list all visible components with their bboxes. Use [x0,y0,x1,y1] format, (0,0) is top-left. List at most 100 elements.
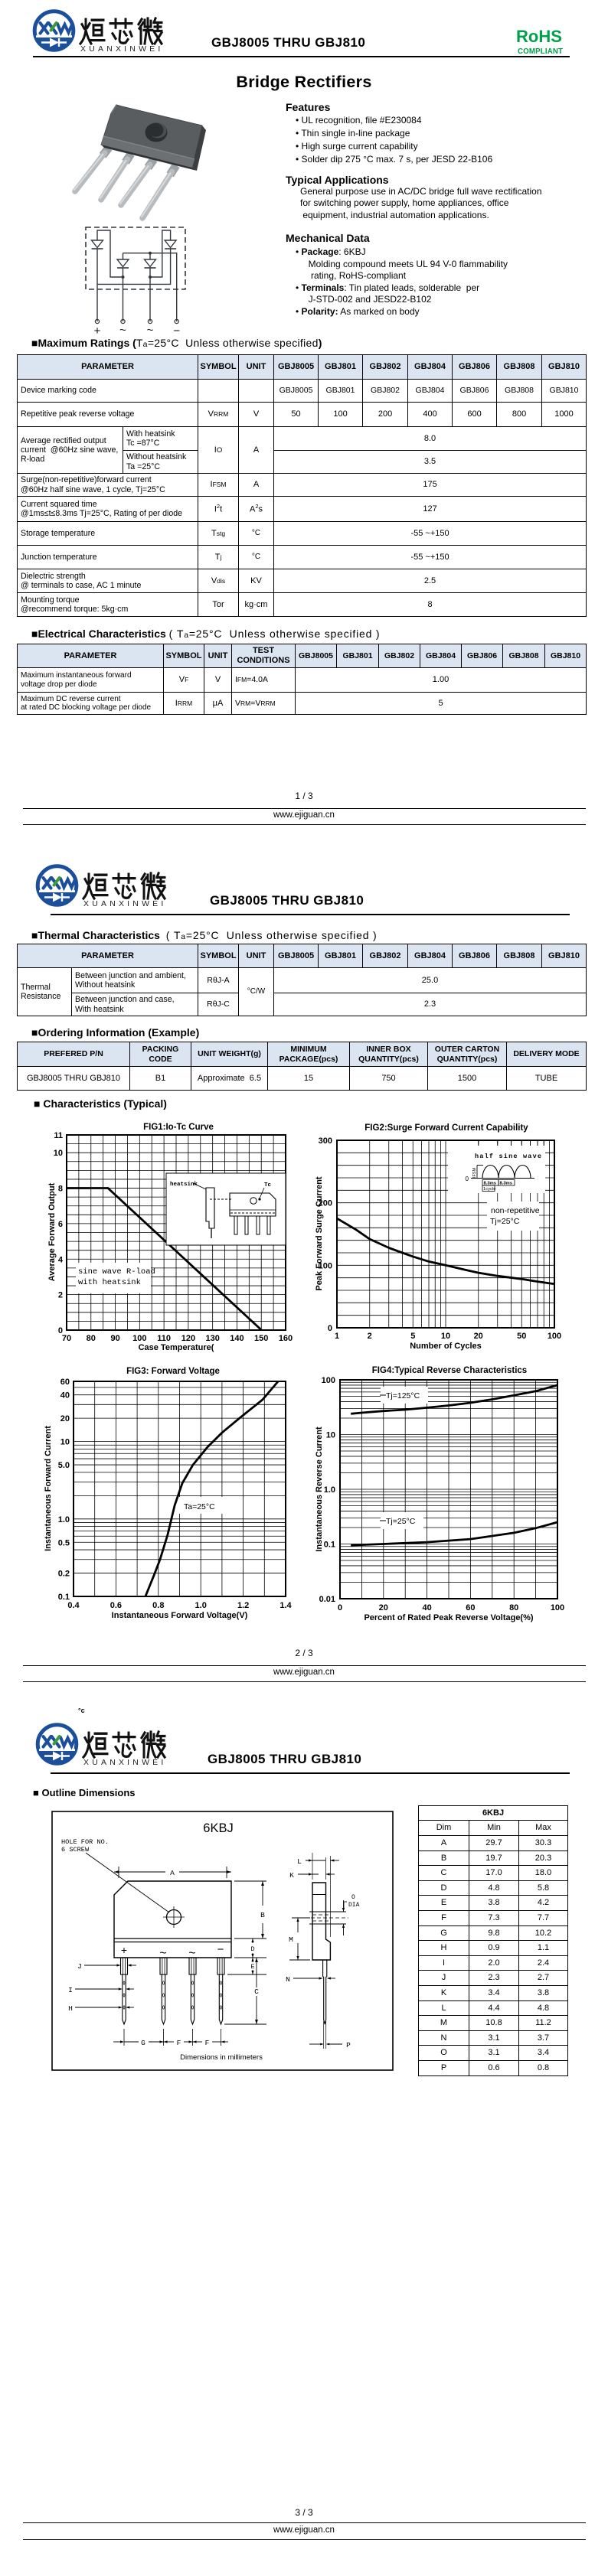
svg-text:IFSM: IFSM [472,1167,477,1178]
svg-text:~: ~ [159,1947,166,1960]
svg-text:1.0: 1.0 [324,1485,335,1495]
svg-text:J: J [77,1962,82,1971]
svg-text:0: 0 [338,1603,342,1612]
svg-text:~: ~ [188,1947,195,1960]
svg-text:2: 2 [368,1332,372,1341]
svg-text:0.5: 0.5 [58,1538,70,1547]
svg-text:130: 130 [206,1334,220,1343]
svg-text:K: K [289,1871,294,1880]
svg-text:1: 1 [335,1332,339,1341]
svg-text:20: 20 [60,1414,70,1423]
svg-text:F: F [177,2039,181,2047]
svg-text:XUANXINWEI: XUANXINWEI [83,1758,167,1766]
svg-text:160: 160 [279,1334,293,1343]
svg-text:0.2: 0.2 [58,1570,70,1579]
svg-text:8: 8 [58,1185,63,1194]
svg-text:100: 100 [319,1261,332,1270]
svg-text:~: ~ [119,324,126,337]
svg-text:1.0: 1.0 [58,1515,70,1524]
svg-text:Instantaneous Forward Current: Instantaneous Forward Current [44,1426,53,1551]
svg-text:0: 0 [466,1176,469,1182]
svg-text:heatsink: heatsink [170,1182,198,1188]
svg-text:Case Temperature(: Case Temperature( [139,1343,214,1352]
svg-text:60: 60 [60,1378,70,1387]
svg-text:80: 80 [509,1603,518,1612]
svg-text:Tj=25°C: Tj=25°C [386,1517,416,1526]
svg-text:H: H [68,2004,73,2013]
svg-text:G: G [141,2039,145,2047]
svg-text:~: ~ [147,324,154,337]
svg-text:60: 60 [466,1603,475,1612]
svg-text:N: N [286,1975,290,1984]
svg-text:10: 10 [441,1332,450,1341]
svg-text:1cycle: 1cycle [483,1187,495,1192]
svg-text:4: 4 [58,1255,64,1264]
svg-text:100: 100 [132,1334,146,1343]
svg-text:120: 120 [181,1334,195,1343]
svg-text:FIG1:Io-Tc Curve: FIG1:Io-Tc Curve [143,1123,214,1132]
svg-text:0.1: 0.1 [324,1541,335,1550]
svg-text:with heatsink: with heatsink [78,1278,141,1287]
svg-text:6 SCREW: 6 SCREW [61,1846,90,1854]
svg-text:20: 20 [474,1332,483,1341]
svg-text:11: 11 [54,1131,63,1140]
svg-text:C: C [254,1987,259,1996]
svg-text:8.3ms: 8.3ms [500,1182,512,1186]
svg-text:HOLE FOR NO.: HOLE FOR NO. [61,1838,109,1846]
svg-text:110: 110 [157,1334,171,1343]
svg-text:M: M [289,1935,293,1944]
svg-text:+: + [94,324,101,337]
svg-text:Peak Forward Surge Current: Peak Forward Surge Current [315,1176,324,1290]
svg-text:FIG4:Typical Reverse Character: FIG4:Typical Reverse Characteristics [372,1366,527,1375]
svg-text:Tj=125°C: Tj=125°C [386,1391,420,1400]
svg-text:E: E [250,1963,254,1971]
svg-text:1.2: 1.2 [237,1601,249,1610]
svg-text:D: D [250,1945,254,1953]
svg-text:100: 100 [551,1603,564,1612]
svg-text:10: 10 [326,1431,335,1440]
svg-text:DIA: DIA [348,1902,360,1909]
svg-text:8.3ms: 8.3ms [484,1182,496,1186]
svg-text:140: 140 [230,1334,244,1343]
svg-text:5.0: 5.0 [58,1461,70,1470]
svg-text:0: 0 [58,1326,63,1335]
svg-text:Average Forward Output: Average Forward Output [47,1182,57,1281]
svg-text:F: F [205,2039,210,2047]
svg-text:100: 100 [322,1376,335,1385]
svg-text:0: 0 [328,1324,332,1333]
svg-text:Tc: Tc [264,1182,272,1189]
svg-text:O: O [351,1894,355,1901]
svg-text:P: P [346,2041,351,2049]
svg-text:Instantaneous Forward Voltage(: Instantaneous Forward Voltage(V) [112,1611,248,1620]
svg-text:Dimensions in millimeters: Dimensions in millimeters [180,2053,263,2062]
svg-text:6KBJ: 6KBJ [203,1821,233,1835]
svg-text:XUANXINWEI: XUANXINWEI [83,899,167,908]
svg-text:FIG2:Surge Forward Current Cap: FIG2:Surge Forward Current Capability [364,1123,528,1133]
svg-text:Number of Cycles: Number of Cycles [410,1342,482,1351]
svg-text:100: 100 [548,1332,561,1341]
svg-text:0.6: 0.6 [110,1601,122,1610]
svg-text:80: 80 [87,1334,96,1343]
svg-text:0.8: 0.8 [152,1601,164,1610]
svg-text:50: 50 [517,1332,526,1341]
svg-text:Percent of Rated Peak Reverse: Percent of Rated Peak Reverse Voltage(%) [364,1613,533,1622]
svg-text:half sine wave: half sine wave [475,1153,542,1160]
svg-text:−: − [217,1943,224,1956]
svg-text:Instantaneous Reverse Current: Instantaneous Reverse Current [315,1427,324,1552]
svg-text:+: + [121,1944,127,1956]
svg-text:90: 90 [110,1334,119,1343]
svg-text:6: 6 [58,1220,63,1229]
svg-text:Tj=25°C: Tj=25°C [490,1217,520,1226]
svg-text:5: 5 [410,1332,415,1341]
svg-text:A: A [170,1869,175,1877]
svg-text:1.0: 1.0 [195,1601,207,1610]
svg-text:0.1: 0.1 [58,1593,70,1602]
svg-text:1.4: 1.4 [279,1601,292,1610]
svg-text:0.01: 0.01 [319,1595,335,1604]
svg-text:300: 300 [319,1136,332,1146]
svg-text:Ta=25°C: Ta=25°C [184,1502,215,1511]
svg-text:B: B [260,1911,265,1919]
svg-text:150: 150 [254,1334,268,1343]
svg-text:2: 2 [58,1291,63,1300]
svg-text:L: L [297,1857,302,1866]
